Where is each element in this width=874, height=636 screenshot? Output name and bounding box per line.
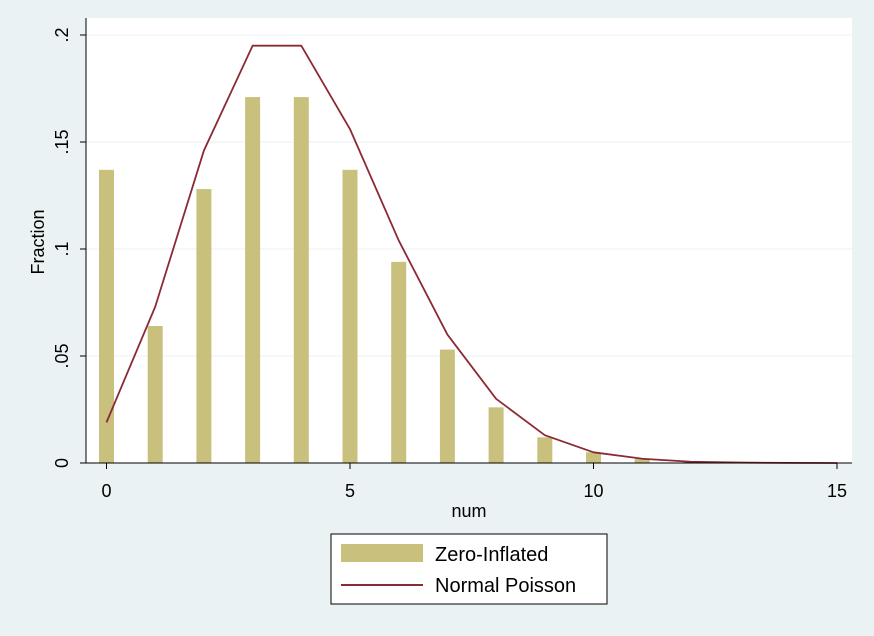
x-tick-label: 15 [827, 481, 847, 501]
y-axis-title: Fraction [28, 209, 48, 274]
normal-poisson-line [105, 44, 838, 464]
bar [537, 437, 553, 463]
y-tick-label: 0 [52, 458, 72, 468]
bar [196, 189, 212, 463]
y-tick-label: .2 [52, 27, 72, 42]
grid [86, 34, 852, 357]
bar [391, 261, 407, 463]
legend-swatch-zero-inflated [341, 544, 423, 562]
x-tick-label: 0 [101, 481, 111, 501]
legend: Zero-Inflated Normal Poisson [330, 533, 608, 605]
legend-label-normal-poisson: Normal Poisson [435, 575, 576, 597]
y-tick-label: .05 [52, 343, 72, 368]
axes: 0 .05 .1 .15 .2 0 5 10 15 [52, 18, 852, 501]
bar [99, 169, 114, 463]
bar [342, 169, 358, 463]
bar [293, 97, 309, 463]
plot-area [86, 18, 852, 463]
bar [439, 349, 455, 463]
y-tick-label: .1 [52, 241, 72, 256]
x-tick-label: 5 [345, 481, 355, 501]
y-tick-label: .15 [52, 129, 72, 154]
line-series [105, 44, 838, 464]
legend-label-zero-inflated: Zero-Inflated [435, 544, 548, 566]
x-axis-title: num [451, 501, 486, 521]
bar [634, 458, 650, 463]
bar [245, 97, 261, 463]
bar [147, 326, 163, 463]
bar [488, 407, 504, 463]
x-tick-label: 10 [583, 481, 603, 501]
bar [586, 452, 601, 463]
bars [99, 97, 845, 464]
